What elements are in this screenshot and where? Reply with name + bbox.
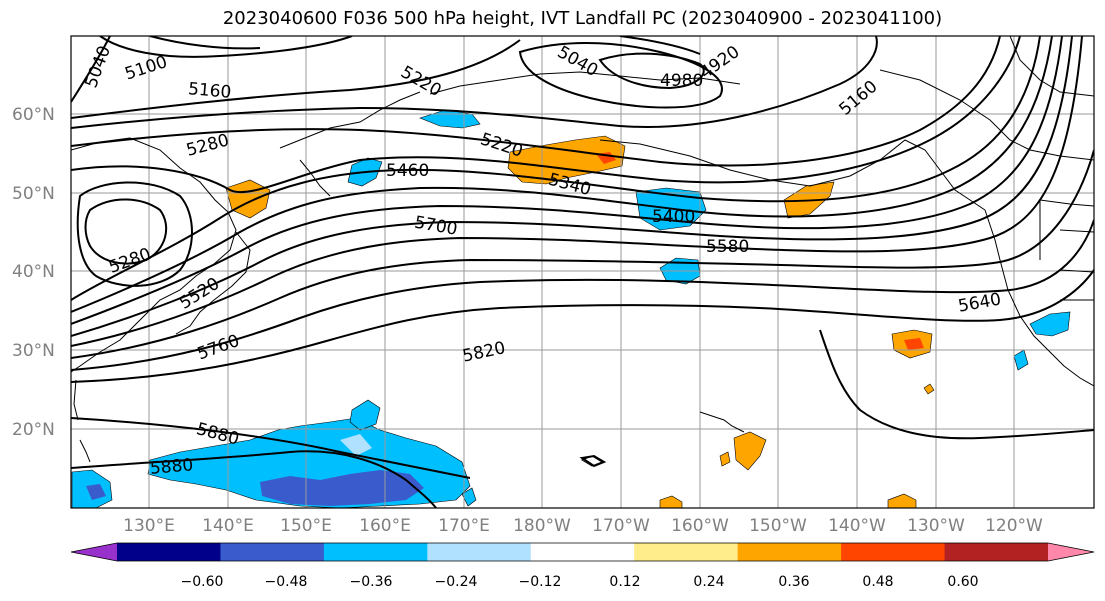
height-contours xyxy=(71,36,1094,508)
lon-label: 150°E xyxy=(280,516,332,536)
ivt-negative-region xyxy=(1013,349,1029,371)
contour-label: 5760 xyxy=(195,331,242,365)
ivt-positive-region xyxy=(733,431,767,471)
colorbar-tick-label: 0.24 xyxy=(693,574,724,590)
contour-label: 5100 xyxy=(122,52,169,84)
colorbar-tick-label: −0.48 xyxy=(265,574,308,590)
contour-label: 5580 xyxy=(706,237,749,257)
colorbar-tick-label: 0.36 xyxy=(778,574,809,590)
lon-label: 170°E xyxy=(438,516,490,536)
colorbar-tick-label: 0.60 xyxy=(947,574,978,590)
ivt-negative-region xyxy=(1029,311,1071,337)
contour-labels: 5040 5100 5160 5220 5280 5460 5220 5340 … xyxy=(81,42,1002,479)
lon-label: 180°W xyxy=(513,516,571,536)
longitude-labels: 130°E 140°E 150°E 160°E 170°E 180°W 170°… xyxy=(123,516,1043,536)
contour-label: 4980 xyxy=(660,71,703,91)
lon-label: 170°W xyxy=(592,516,650,536)
colorbar-extend-max xyxy=(1048,543,1094,561)
colorbar-segment xyxy=(323,543,428,561)
colorbar-outline xyxy=(70,542,1095,562)
lat-label: 50°N xyxy=(12,184,55,204)
contour-label: 5220 xyxy=(478,129,525,161)
lat-label: 30°N xyxy=(12,341,55,361)
lon-label: 160°W xyxy=(671,516,729,536)
ivt-negative-region xyxy=(349,399,381,431)
contour-label: 5280 xyxy=(106,244,153,278)
lon-label: 140°E xyxy=(202,516,254,536)
lon-label: 160°E xyxy=(359,516,411,536)
colorbar-tick-label: −0.12 xyxy=(519,574,562,590)
colorbar-segment xyxy=(220,543,325,561)
colorbar-segment xyxy=(737,543,842,561)
ivt-positive-region xyxy=(904,338,924,350)
colorbar-tick-label: 0.12 xyxy=(609,574,640,590)
coastlines xyxy=(71,36,1094,467)
lat-label: 60°N xyxy=(12,105,55,125)
colorbar-segment xyxy=(944,543,1049,561)
lon-label: 120°W xyxy=(985,516,1043,536)
ivt-negative-region xyxy=(86,484,106,500)
ivt-positive-region xyxy=(719,451,731,467)
ivt-positive-region xyxy=(923,383,935,395)
map-frame xyxy=(70,35,1095,509)
contour-label: 5040 xyxy=(81,43,115,90)
contour-label: 5880 xyxy=(149,455,194,479)
ivt-positive-region xyxy=(887,493,917,508)
contour-label: 5400 xyxy=(652,207,695,227)
colorbar-extend-min xyxy=(71,543,117,561)
colorbar-segment xyxy=(427,543,532,561)
lon-label: 150°W xyxy=(749,516,807,536)
ivt-negative-region xyxy=(260,470,424,506)
contour-label: 5640 xyxy=(957,289,1003,316)
contour-label: 5280 xyxy=(184,130,231,161)
colorbar-segment xyxy=(530,543,635,561)
lat-label: 40°N xyxy=(12,262,55,282)
ivt-negative-region xyxy=(461,487,477,507)
ivt-positive-region xyxy=(659,495,683,508)
contour-label: 5700 xyxy=(413,213,459,240)
lat-label: 20°N xyxy=(12,420,55,440)
map-title: 2023040600 F036 500 hPa height, IVT Land… xyxy=(222,8,943,29)
colorbar xyxy=(70,542,1095,562)
colorbar-tick-label: −0.60 xyxy=(181,574,224,590)
contour-label: 5220 xyxy=(397,62,444,101)
colorbar-segment xyxy=(634,543,739,561)
contour-label: 5820 xyxy=(461,338,507,367)
colorbar-segment xyxy=(841,543,946,561)
colorbar-segment xyxy=(117,543,221,561)
ivt-negative-region xyxy=(340,434,372,456)
contour-label: 5160 xyxy=(187,79,232,103)
colorbar-tick-labels: −0.60 −0.48 −0.36 −0.24 −0.12 0.12 0.24 … xyxy=(181,574,979,590)
lon-label: 130°W xyxy=(907,516,965,536)
colorbar-tick-label: −0.36 xyxy=(350,574,393,590)
lon-label: 140°W xyxy=(828,516,886,536)
latitude-labels: 60°N 50°N 40°N 30°N 20°N xyxy=(12,105,55,440)
ivt-positive-region xyxy=(225,179,271,219)
contour-label: 4920 xyxy=(697,42,744,83)
contour-label: 5040 xyxy=(554,42,601,81)
contour-label: 5460 xyxy=(386,161,429,181)
colorbar-tick-label: 0.48 xyxy=(862,574,893,590)
contour-label: 5880 xyxy=(194,419,241,450)
map-area xyxy=(71,36,1094,508)
lon-label: 130°E xyxy=(123,516,175,536)
colorbar-tick-label: −0.24 xyxy=(435,574,478,590)
